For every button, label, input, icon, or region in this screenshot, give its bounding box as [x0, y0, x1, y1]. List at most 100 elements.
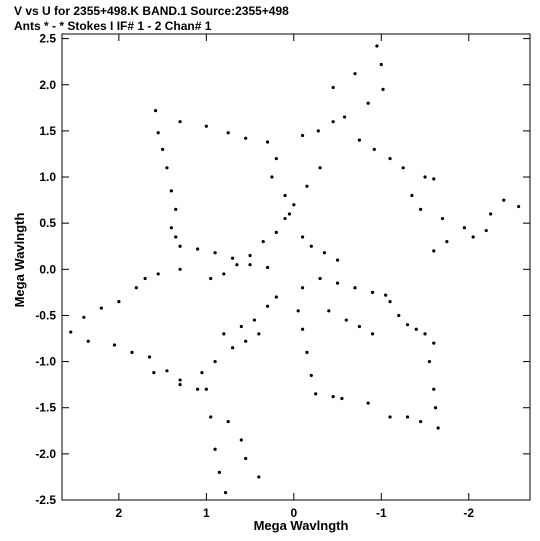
uv-point — [283, 216, 287, 221]
uv-point — [372, 147, 376, 151]
uv-point — [244, 456, 248, 461]
uv-point — [305, 350, 309, 354]
uv-point — [248, 253, 252, 258]
y-axis-ticks: 2.5 2.0 1.5 1.0 0.5 0.0 -0.5 -1.0 -1.5 -2.0 -2.5 — [35, 32, 530, 507]
y-tick-label: -1.5 — [35, 401, 56, 415]
y-tick-label: -1.0 — [35, 355, 56, 369]
uv-point — [239, 438, 243, 442]
uv-point — [209, 276, 213, 281]
x-axis-ticks: 2 1 0 -1 -2 — [116, 34, 474, 520]
uv-point — [257, 332, 261, 336]
uv-point — [217, 470, 222, 474]
y-tick-label: -2.5 — [35, 493, 56, 507]
data-points — [69, 44, 521, 495]
uv-point — [112, 343, 117, 347]
uv-point — [502, 198, 506, 202]
uv-point — [397, 313, 401, 318]
y-tick-label: 0.0 — [39, 262, 56, 276]
y-tick-label: -2.0 — [35, 447, 56, 461]
uv-point — [410, 193, 414, 198]
uv-point — [379, 62, 383, 67]
uv-point — [309, 244, 313, 248]
uv-point — [195, 387, 200, 391]
uv-point — [471, 235, 475, 239]
uv-point — [178, 383, 182, 387]
uv-point — [165, 166, 169, 170]
y-tick-label: -0.5 — [35, 308, 56, 322]
uv-point — [427, 359, 432, 364]
uv-point — [414, 327, 418, 331]
plot-frame — [61, 33, 531, 501]
uv-point — [209, 415, 213, 419]
uv-point — [226, 419, 230, 424]
uv-point — [401, 166, 405, 170]
y-tick-label: 2.5 — [39, 32, 56, 46]
uv-point — [432, 341, 436, 345]
uv-point — [300, 286, 305, 290]
uv-point — [244, 339, 248, 343]
uv-point — [305, 184, 309, 188]
uv-point — [274, 156, 278, 161]
uv-point — [222, 272, 226, 276]
uv-point — [82, 315, 86, 319]
x-tick-label: -2 — [463, 506, 474, 520]
uv-point — [265, 304, 270, 308]
uv-point — [156, 272, 160, 276]
uv-point — [388, 300, 392, 304]
uv-point — [309, 373, 313, 378]
uv-point — [419, 419, 423, 424]
uv-point — [117, 300, 121, 304]
uv-point — [223, 491, 228, 495]
uv-point — [344, 318, 348, 322]
uv-point — [283, 193, 287, 198]
uv-point — [261, 240, 265, 244]
uv-point — [239, 324, 243, 329]
uv-point — [517, 204, 521, 209]
uv-point — [230, 256, 235, 260]
uv-point — [156, 131, 160, 135]
uv-point — [274, 295, 278, 299]
uv-point — [174, 207, 178, 211]
uv-point — [366, 401, 370, 405]
uv-point — [244, 136, 248, 140]
uv-point — [335, 281, 340, 285]
x-axis-title: Mega Wavlngth — [254, 518, 349, 533]
uv-point — [178, 378, 182, 382]
uv-point — [213, 251, 217, 255]
uv-point — [248, 263, 252, 267]
uv-point — [222, 332, 226, 336]
x-tick-label: 1 — [203, 506, 210, 520]
uv-point — [484, 228, 488, 233]
uv-point — [462, 226, 466, 230]
y-tick-label: 0.5 — [39, 216, 56, 230]
uv-point — [322, 251, 327, 255]
uv-point — [327, 309, 331, 313]
uv-point — [134, 286, 138, 290]
uv-point — [405, 415, 410, 419]
uv-point — [388, 156, 392, 161]
uv-point — [388, 415, 392, 419]
uv-point — [300, 133, 305, 138]
uv-point — [265, 140, 270, 144]
uv-point — [226, 131, 230, 135]
y-tick-label: 1.5 — [39, 124, 56, 138]
uv-point — [432, 177, 436, 181]
uv-point — [292, 203, 296, 207]
uv-point — [370, 290, 375, 294]
y-axis-title: Mega Wavlngth — [12, 213, 27, 308]
uv-point — [178, 120, 182, 124]
uv-point — [270, 175, 274, 179]
uv-point — [230, 346, 235, 350]
uv-point — [353, 72, 357, 76]
uv-point — [257, 475, 261, 479]
uv-point — [353, 286, 357, 290]
uv-point — [200, 371, 204, 375]
uv-point — [489, 212, 493, 216]
uv-point — [405, 323, 410, 327]
chart-subtitle: Ants * - * Stokes I IF# 1 - 2 Chan# 1 — [14, 19, 212, 33]
uv-point — [213, 447, 217, 451]
uv-point — [419, 207, 423, 211]
uv-point — [342, 115, 347, 119]
